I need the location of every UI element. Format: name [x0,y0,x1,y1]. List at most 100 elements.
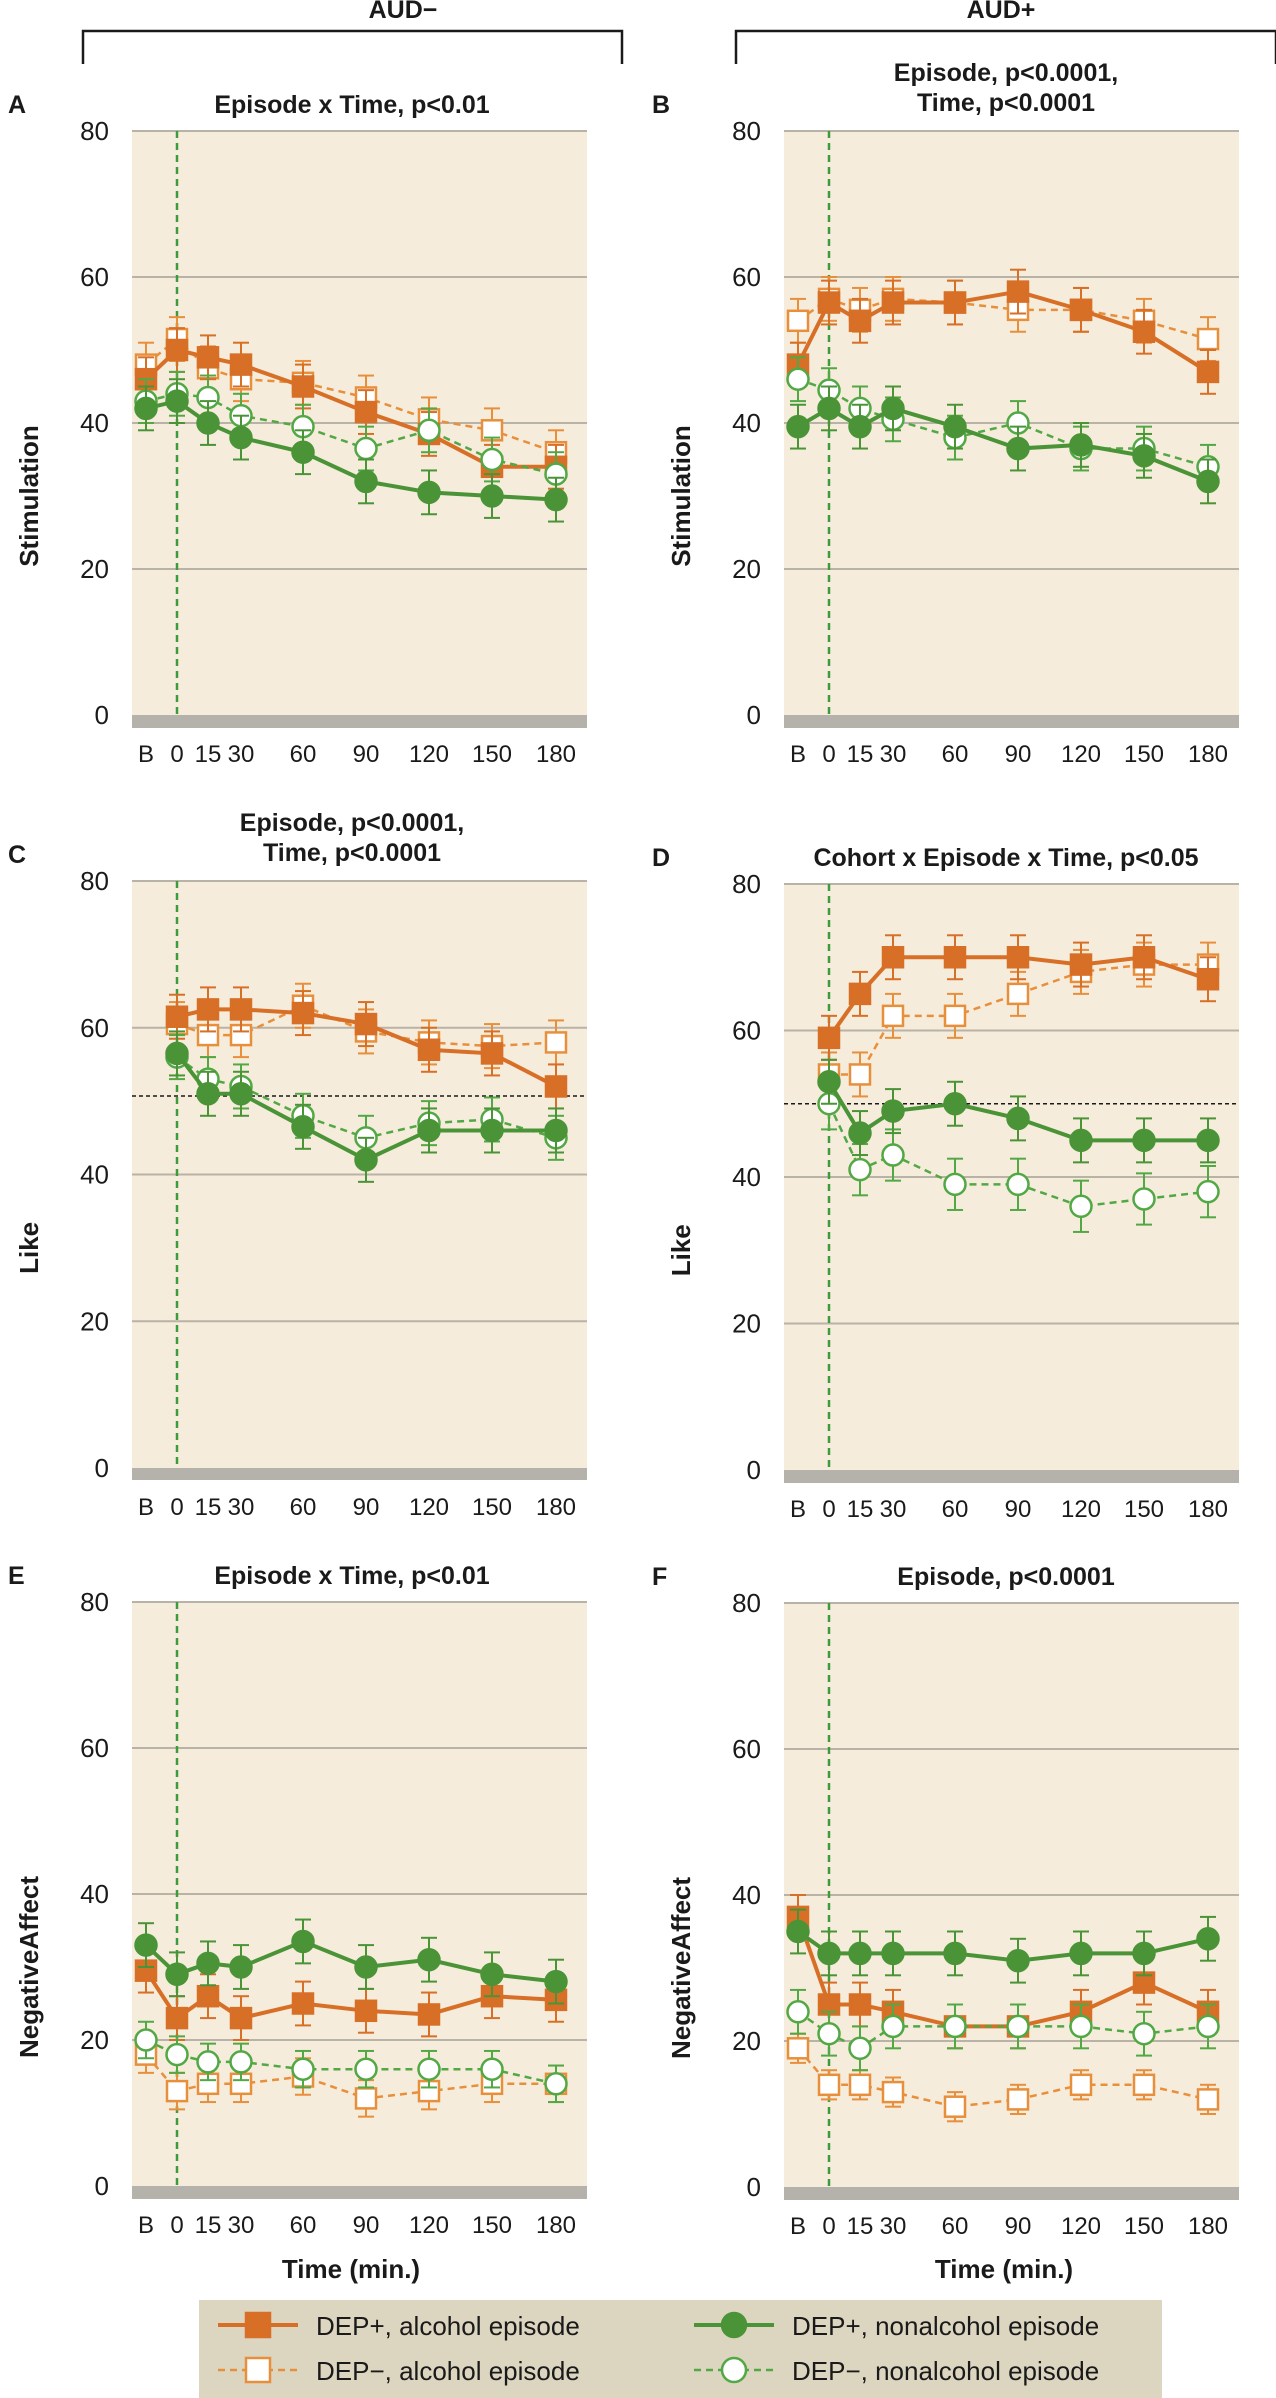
data-point [354,1148,378,1172]
series-dep-pos-non [165,1030,568,1183]
x-tick-label: 90 [1005,741,1032,768]
legend-label-dep-pos-alcohol: DEP+, alcohol episode [316,2311,580,2341]
data-point [165,1041,189,1066]
y-tick-label: 40 [732,408,761,438]
x-tick-label: 90 [353,741,380,768]
data-point [417,1947,441,1972]
data-point [1196,360,1220,384]
data-point [848,1121,872,1145]
series-dep-pos-non [817,1058,1220,1164]
data-point [1069,298,1093,322]
group-label-aud-neg: AUD− [369,0,438,24]
y-tick-label: 40 [80,408,109,438]
legend-item-dep-pos-nonalcohol: DEP+, nonalcohol episode [694,2311,1099,2341]
x-tick-label: 180 [536,741,576,768]
group-header-aud-pos: AUD+ [734,0,1276,64]
x-tick-label: B [790,2213,806,2240]
data-point [354,400,378,424]
legend-symbol-dep-pos-nonalcohol [694,2311,774,2339]
data-point [354,469,378,494]
x-tick-label: 0 [822,1496,835,1523]
data-point [165,1005,189,1028]
series-dep-pos-alc [165,986,568,1110]
data-point [786,1919,810,1944]
data-point [881,291,905,314]
data-point [848,2036,872,2061]
data-point [480,1962,504,1987]
data-point [881,1941,905,1966]
data-point [417,480,441,505]
panel-letter: C [8,841,26,869]
y-tick-label: 80 [80,1587,109,1617]
data-point [1196,1179,1220,1204]
y-tick-label: 80 [732,869,761,899]
series-dep-pos-alc [817,934,1220,1061]
legend-background [199,2300,1162,2398]
y-tick-label: 80 [732,116,761,146]
x-tick-label: 15 [195,741,222,768]
data-point [1069,2073,1093,2097]
data-point [1132,1128,1156,1153]
data-point [881,1099,905,1123]
x-axis-band [132,1468,587,1480]
y-tick-label: 60 [80,262,109,292]
y-tick-label: 20 [732,2026,761,2056]
series-dep-neg-alc [786,2032,1220,2123]
data-point [291,1992,315,2015]
y-tick-label: 0 [747,700,761,730]
data-point [544,487,568,512]
data-point [291,1001,315,1025]
x-tick-label: 30 [880,741,907,768]
data-point [1196,469,1220,494]
y-tick-label: 80 [80,866,109,896]
panel-title: Cohort x Episode x Time, p<0.05 [813,844,1198,872]
data-point [881,946,905,969]
data-point [881,2080,905,2104]
y-tick-label: 0 [95,1453,109,1483]
legend-symbol-dep-pos-alcohol [218,2311,298,2339]
data-point [354,2087,378,2110]
data-point [943,1941,967,1966]
data-point [291,440,315,464]
x-tick-label: 90 [1005,2213,1032,2240]
data-point [943,1092,967,1116]
group-bracket-aud-neg [81,29,624,64]
data-point [817,396,841,421]
data-point [1132,2021,1156,2046]
data-point [1132,444,1156,468]
x-tick-label: 150 [472,2212,512,2239]
data-point [1196,1927,1220,1951]
legend-item-dep-pos-alcohol: DEP+, alcohol episode [218,2311,580,2341]
y-tick-label: 20 [732,554,761,584]
panel-letter: E [8,1562,25,1590]
x-tick-label: 180 [1188,1496,1228,1523]
data-point [291,2057,315,2081]
data-point [229,998,253,1021]
x-axis-band [784,715,1239,728]
data-point [480,1042,504,1065]
y-tick-label: 60 [732,262,761,292]
data-point [417,418,441,443]
data-point [943,2095,967,2118]
y-axis-title: Like [666,1224,696,1276]
x-tick-label: 15 [195,2212,222,2239]
x-tick-label: 60 [942,1496,969,1523]
data-point [134,2028,158,2052]
data-point [1006,280,1030,303]
data-point [1196,1128,1220,1153]
data-point [196,1984,220,2008]
x-tick-label: 120 [1061,1496,1101,1523]
y-tick-label: 0 [95,2171,109,2201]
x-tick-label: 120 [409,1494,449,1521]
y-tick-label: 60 [732,1734,761,1764]
x-tick-label: 120 [409,2212,449,2239]
data-point [881,1004,905,1028]
data-point [817,2021,841,2046]
x-tick-label: 90 [353,2212,380,2239]
x-tick-label: 150 [1124,1496,1164,1523]
y-tick-label: 80 [80,116,109,146]
data-point [544,1075,568,1098]
